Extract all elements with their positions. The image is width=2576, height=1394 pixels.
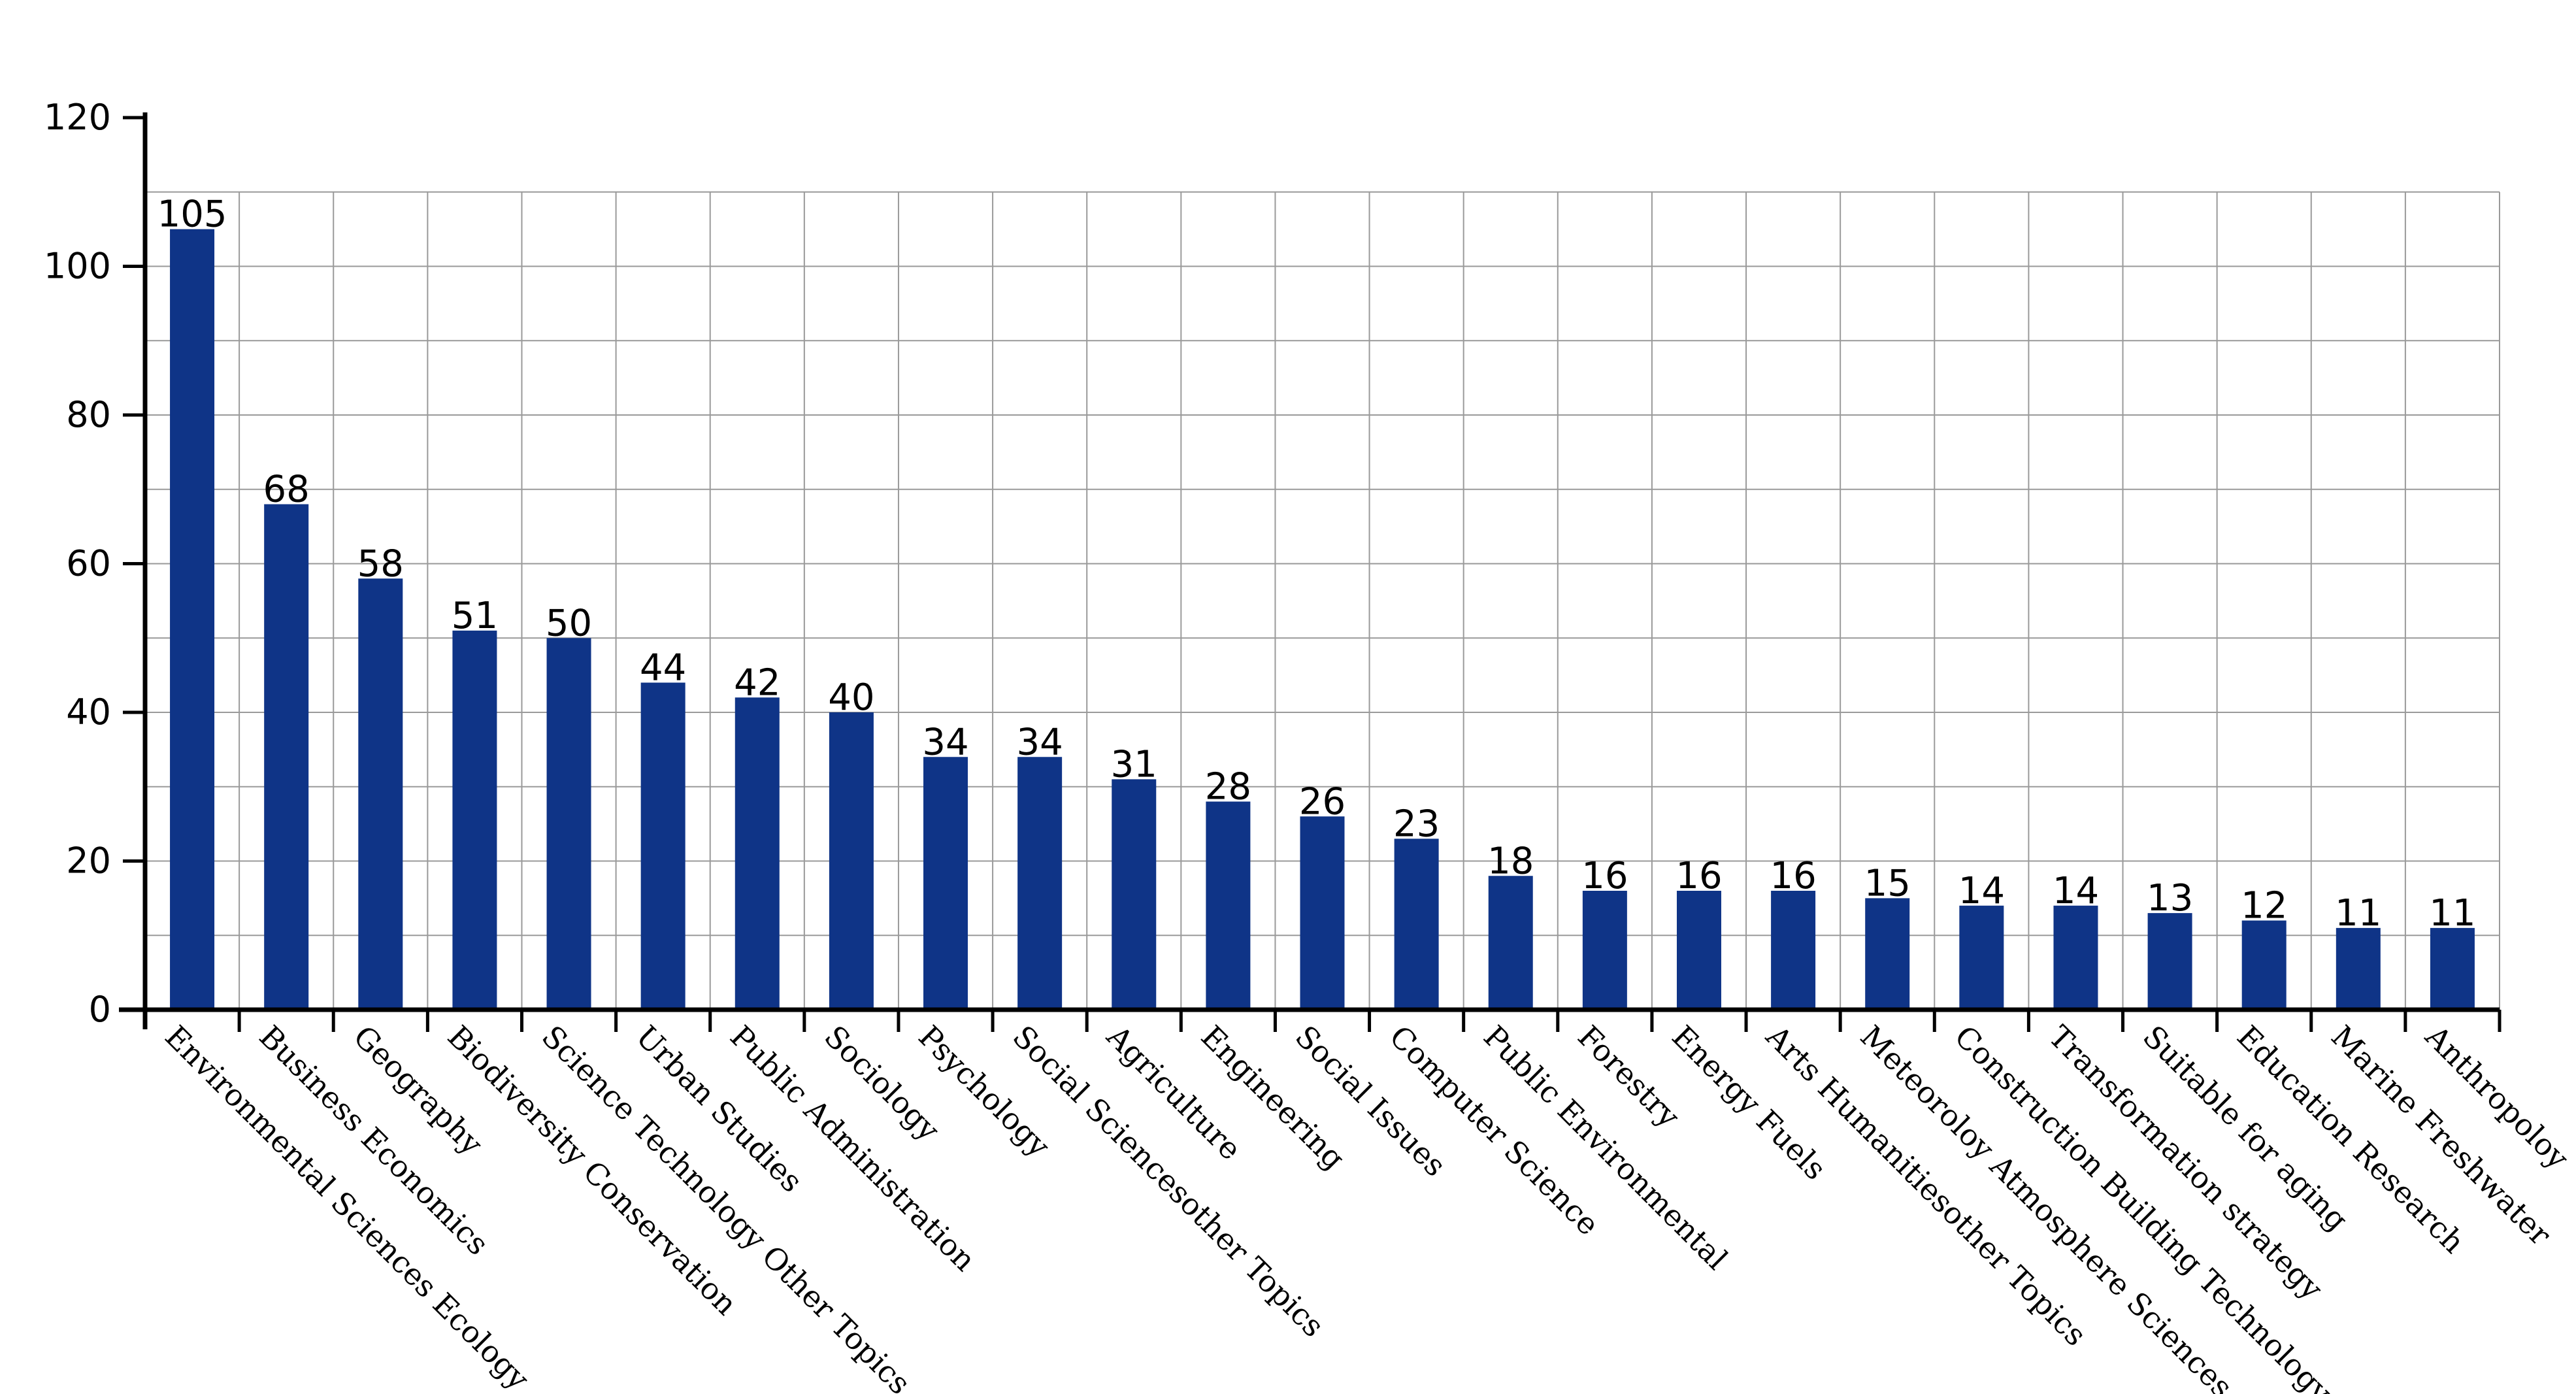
grid xyxy=(145,191,2500,1010)
bars xyxy=(170,229,2475,1010)
data-label: 11 xyxy=(2335,892,2381,935)
bar xyxy=(1488,876,1533,1010)
data-label: 13 xyxy=(2147,877,2193,920)
data-label: 44 xyxy=(640,647,686,689)
data-label: 16 xyxy=(1581,855,1628,897)
bar xyxy=(1582,891,1627,1010)
data-label: 16 xyxy=(1676,855,1722,897)
bar xyxy=(1959,905,2004,1010)
y-tick-label: 0 xyxy=(89,989,111,1030)
data-label: 51 xyxy=(452,595,498,637)
bar xyxy=(358,578,403,1010)
data-label: 105 xyxy=(157,193,227,236)
y-tick-label: 100 xyxy=(44,246,111,287)
bar xyxy=(1112,779,1157,1010)
data-label: 68 xyxy=(263,469,310,511)
data-label: 40 xyxy=(828,676,874,719)
y-tick-label: 120 xyxy=(44,97,111,138)
y-tick-label: 20 xyxy=(66,840,111,882)
bar xyxy=(2430,927,2475,1010)
bar xyxy=(1676,891,1721,1010)
data-label: 34 xyxy=(922,721,968,763)
bar xyxy=(2053,905,2098,1010)
bar xyxy=(546,638,591,1010)
data-label: 28 xyxy=(1205,766,1251,808)
bar xyxy=(1017,757,1063,1010)
data-label: 58 xyxy=(357,542,404,585)
bar xyxy=(1394,838,1439,1010)
data-label: 14 xyxy=(1958,870,2005,912)
bar xyxy=(923,757,968,1010)
bar xyxy=(170,229,215,1010)
bar xyxy=(264,504,309,1010)
data-label: 50 xyxy=(546,602,592,644)
data-label: 31 xyxy=(1111,743,1157,786)
data-label: 15 xyxy=(1864,862,1911,904)
data-label: 12 xyxy=(2241,885,2287,927)
bar xyxy=(1771,891,1816,1010)
bar xyxy=(640,682,685,1010)
bar xyxy=(2336,927,2381,1010)
bar xyxy=(2147,913,2192,1010)
data-label: 42 xyxy=(734,661,780,704)
data-label: 34 xyxy=(1017,721,1063,763)
bar xyxy=(829,712,874,1010)
y-tick-label: 80 xyxy=(66,394,111,435)
data-label: 14 xyxy=(2053,870,2099,912)
bar xyxy=(1300,816,1345,1010)
data-label: 23 xyxy=(1393,803,1440,845)
axes xyxy=(119,112,2502,1032)
bar xyxy=(1865,898,1910,1010)
data-label: 18 xyxy=(1487,840,1534,882)
bar xyxy=(735,697,780,1010)
bar xyxy=(452,630,497,1010)
x-tick-label: Urban Studies xyxy=(629,1019,810,1199)
y-tick-label: 60 xyxy=(66,543,111,584)
data-label: 26 xyxy=(1299,780,1346,823)
data-label: 11 xyxy=(2429,892,2475,935)
y-tick-label: 40 xyxy=(66,691,111,733)
bar xyxy=(1206,801,1251,1010)
data-label: 16 xyxy=(1770,855,1816,897)
bar xyxy=(2241,920,2287,1010)
